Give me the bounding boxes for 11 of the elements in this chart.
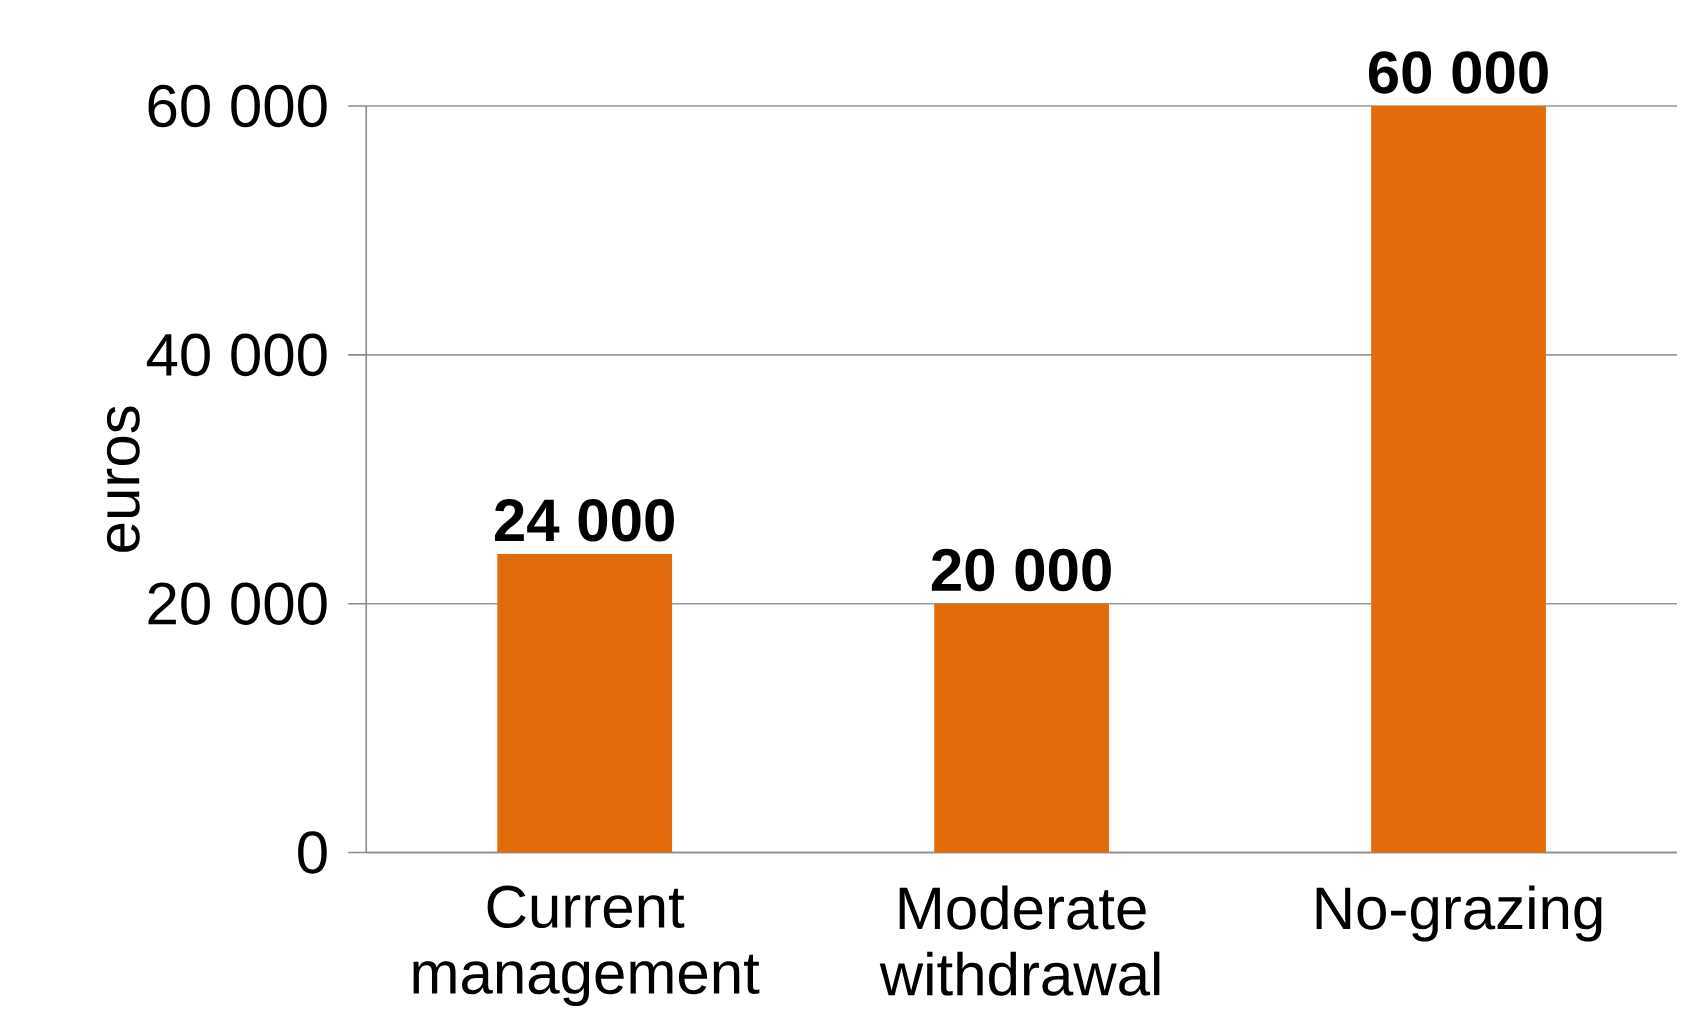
- y-tick-label: 20 000: [148, 582, 327, 626]
- data-label: 20 000: [931, 548, 1111, 592]
- x-tick-label: Moderate withdrawal: [879, 885, 1160, 996]
- data-label: 60 000: [1368, 51, 1548, 94]
- y-axis-title: euros: [106, 406, 140, 553]
- x-tick-label: No-grazing: [1316, 885, 1602, 942]
- y-tick-label: 0: [298, 831, 327, 874]
- x-tick-label: Current management: [413, 885, 760, 1007]
- y-tick-label: 60 000: [148, 84, 327, 128]
- y-tick-label: 40 000: [146, 333, 327, 377]
- data-label: 24 000: [494, 499, 674, 542]
